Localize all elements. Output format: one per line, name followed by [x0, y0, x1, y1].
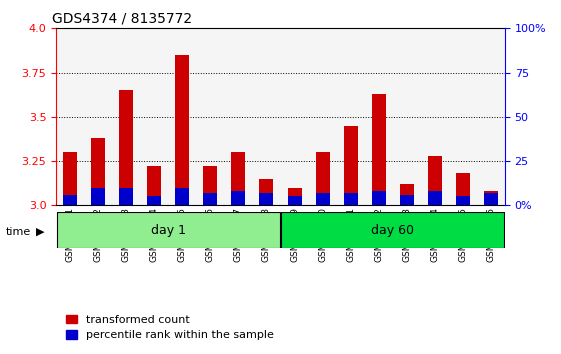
Bar: [147, 166, 162, 205]
Bar: [119, 90, 133, 205]
Bar: [280, 28, 309, 205]
Bar: [224, 28, 252, 205]
Bar: [140, 28, 168, 205]
Bar: [287, 188, 301, 205]
Bar: [175, 55, 189, 205]
Bar: [365, 28, 393, 205]
Bar: [196, 28, 224, 205]
FancyBboxPatch shape: [281, 212, 504, 248]
Bar: [259, 193, 273, 205]
Bar: [399, 184, 413, 205]
Bar: [421, 28, 449, 205]
Bar: [63, 195, 77, 205]
Bar: [56, 28, 84, 205]
Bar: [371, 94, 385, 205]
Bar: [484, 191, 498, 205]
Bar: [203, 166, 217, 205]
Bar: [337, 28, 365, 205]
Bar: [484, 193, 498, 205]
FancyBboxPatch shape: [57, 212, 280, 248]
Bar: [63, 152, 77, 205]
Bar: [91, 188, 105, 205]
Bar: [147, 196, 162, 205]
Bar: [371, 191, 385, 205]
Bar: [309, 28, 337, 205]
Bar: [449, 28, 477, 205]
Bar: [252, 28, 280, 205]
Bar: [112, 28, 140, 205]
Bar: [399, 195, 413, 205]
Bar: [231, 191, 246, 205]
Bar: [427, 156, 442, 205]
Bar: [427, 191, 442, 205]
Bar: [287, 196, 301, 205]
Bar: [477, 28, 505, 205]
Bar: [456, 196, 470, 205]
Text: ▶: ▶: [36, 227, 45, 237]
Bar: [393, 28, 421, 205]
Bar: [315, 152, 329, 205]
Bar: [168, 28, 196, 205]
Bar: [343, 193, 357, 205]
Text: time: time: [6, 227, 31, 237]
Bar: [91, 138, 105, 205]
Legend: transformed count, percentile rank within the sample: transformed count, percentile rank withi…: [62, 310, 278, 345]
Bar: [456, 173, 470, 205]
Bar: [203, 193, 217, 205]
Bar: [259, 179, 273, 205]
Bar: [231, 152, 246, 205]
Text: day 1: day 1: [151, 224, 186, 236]
Text: GDS4374 / 8135772: GDS4374 / 8135772: [52, 12, 192, 26]
Bar: [175, 188, 189, 205]
Bar: [315, 193, 329, 205]
Bar: [84, 28, 112, 205]
Text: day 60: day 60: [371, 224, 414, 236]
Bar: [343, 126, 357, 205]
Bar: [119, 188, 133, 205]
